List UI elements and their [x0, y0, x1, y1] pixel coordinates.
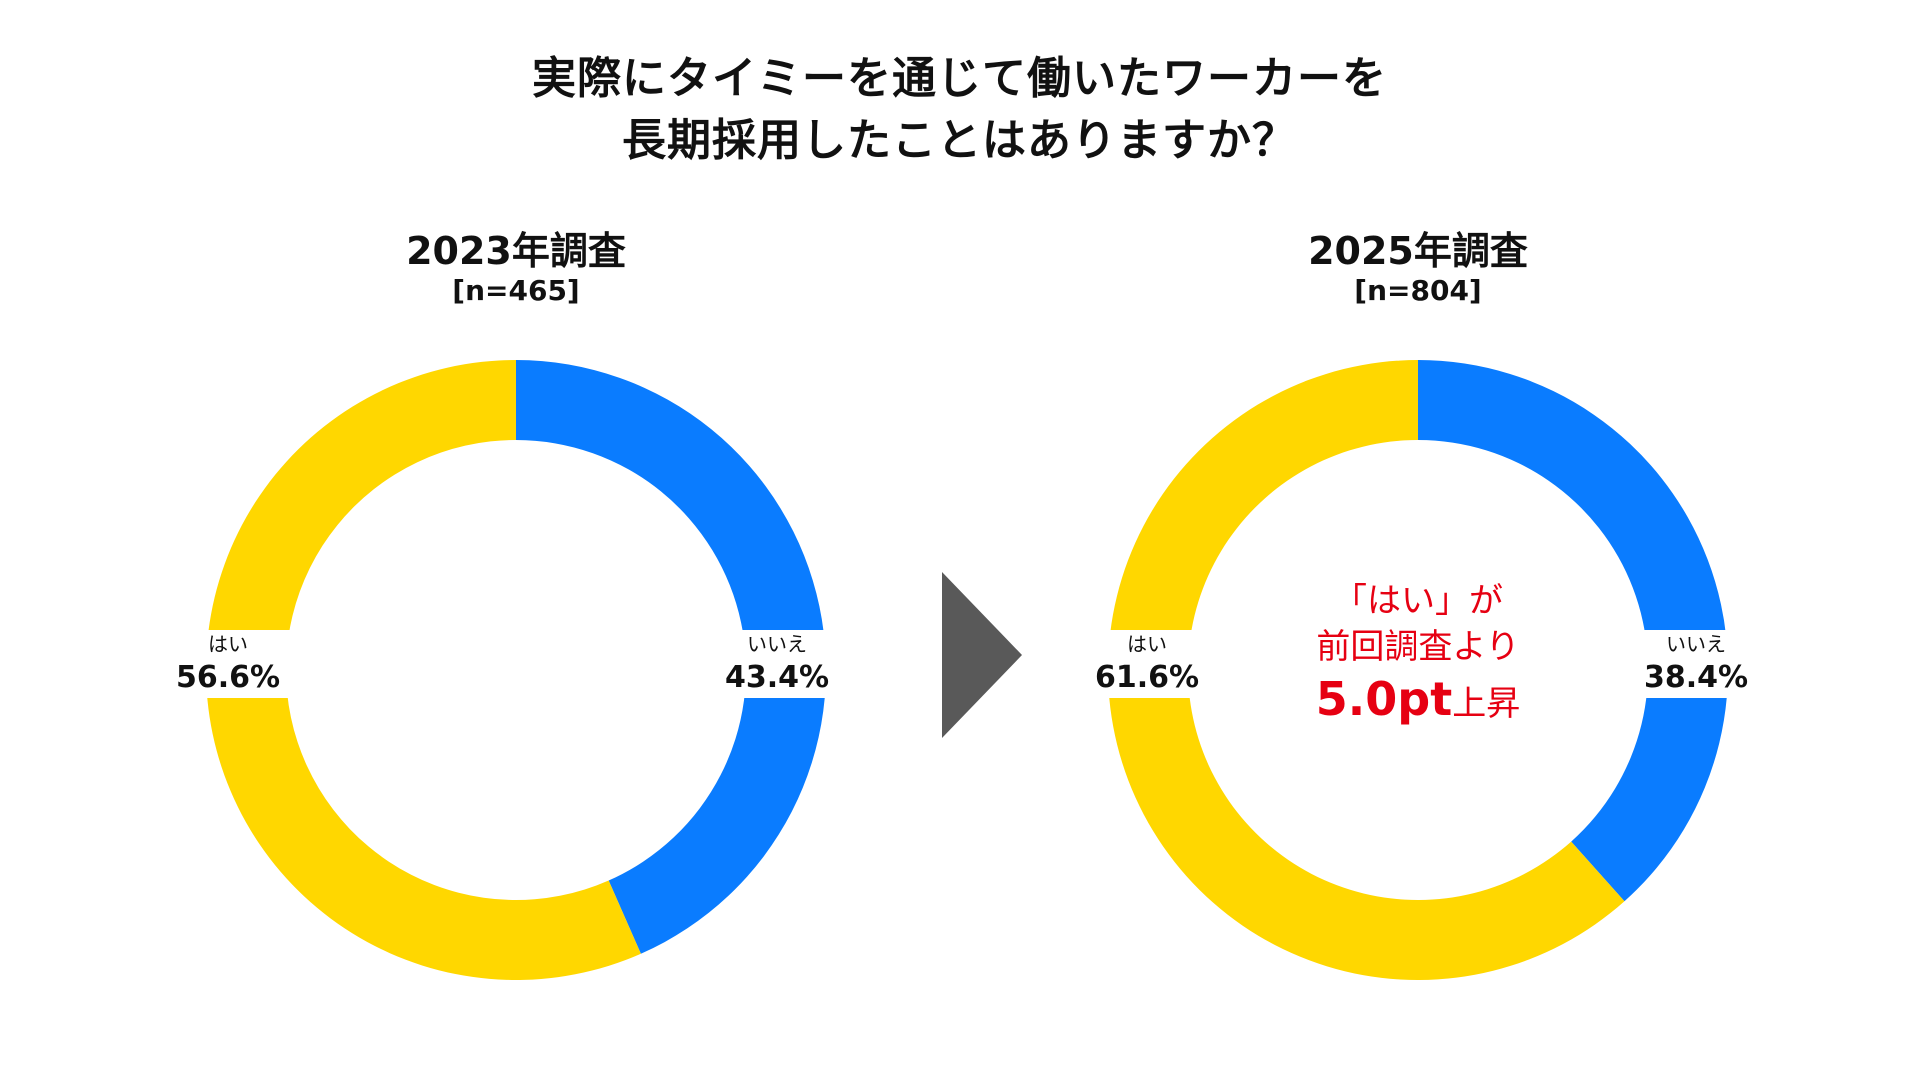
donut-slice-yes-2025	[1108, 360, 1625, 980]
data-label-no-2025: いいえ 38.4%	[1626, 630, 1766, 698]
chart-title-line2: 長期採用したことはありますか？	[622, 115, 1297, 166]
donut-chart-2023	[206, 360, 827, 981]
annotation-value: 5.0pt	[1315, 672, 1453, 726]
chart-sample-size-2023: [n=465]	[452, 274, 580, 307]
value-label-no-2025: 38.4%	[1643, 660, 1749, 695]
triangle-right-icon	[942, 572, 1022, 738]
category-label-yes-2025: はい	[1127, 632, 1167, 656]
value-label-yes-2025: 61.6%	[1094, 660, 1200, 695]
donut-slice-no-2025	[1418, 360, 1729, 902]
annotation-line3: 5.0pt上昇	[1258, 670, 1578, 733]
chart-title-line1: 実際にタイミーを通じて働いたワーカーを	[532, 53, 1387, 104]
annotation-line2: 前回調査より	[1316, 627, 1520, 667]
donut-chart-2025	[1108, 360, 1729, 980]
chart-sample-size-2025: [n=804]	[1354, 274, 1482, 307]
data-label-yes-2023: はい 56.6%	[158, 630, 298, 698]
category-label-yes-2023: はい	[208, 632, 248, 656]
chart-title: 実際にタイミーを通じて働いたワーカーを 長期採用したことはありますか？	[0, 48, 1919, 172]
donut-slice-yes-2023	[206, 360, 641, 981]
change-annotation: 「はい」が 前回調査より 5.0pt上昇	[1258, 578, 1578, 733]
annotation-line1: 「はい」が	[1333, 581, 1503, 621]
category-label-no-2023: いいえ	[747, 632, 807, 656]
donut-slice-no-2023	[516, 360, 827, 954]
data-label-no-2023: いいえ 43.4%	[707, 630, 847, 698]
annotation-suffix: 上昇	[1452, 684, 1521, 724]
value-label-no-2023: 43.4%	[724, 660, 830, 695]
chart-heading-2023: 2023年調査 [n=465]	[216, 228, 816, 308]
chart-title-2023: 2023年調査	[406, 229, 626, 273]
chart-title-2025: 2025年調査	[1308, 229, 1528, 273]
chart-heading-2025: 2025年調査 [n=804]	[1118, 228, 1718, 308]
data-label-yes-2025: はい 61.6%	[1077, 630, 1217, 698]
value-label-yes-2023: 56.6%	[175, 660, 281, 695]
category-label-no-2025: いいえ	[1666, 632, 1726, 656]
